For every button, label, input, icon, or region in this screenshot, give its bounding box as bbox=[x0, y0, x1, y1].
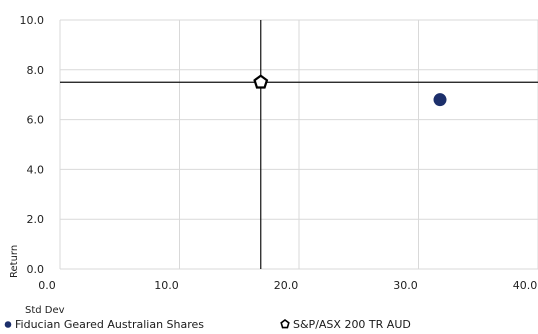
x-axis-title: Std Dev bbox=[25, 305, 65, 316]
y-tick-label-5: 10.0 bbox=[20, 14, 45, 27]
x-tick-label-4: 40.0 bbox=[513, 279, 538, 292]
x-tick-label-2: 20.0 bbox=[274, 279, 299, 292]
x-tick-label-0: 0.0 bbox=[38, 279, 56, 292]
y-tick-label-2: 4.0 bbox=[27, 163, 45, 176]
x-tick-labels: 0.0 10.0 20.0 30.0 40.0 bbox=[38, 279, 537, 292]
filled-circle-icon bbox=[4, 321, 12, 328]
y-tick-labels: 0.0 2.0 4.0 6.0 8.0 10.0 bbox=[20, 14, 45, 276]
legend-label-fund: Fiducian Geared Australian Shares bbox=[15, 318, 205, 331]
open-pentagon-icon bbox=[280, 319, 290, 329]
crosshair-lines bbox=[60, 20, 538, 269]
y-tick-label-4: 8.0 bbox=[27, 64, 45, 77]
legend: Fiducian Geared Australian Shares S&P/AS… bbox=[4, 318, 538, 334]
data-point-fund bbox=[433, 93, 447, 107]
y-tick-label-0: 0.0 bbox=[27, 263, 45, 276]
y-tick-label-3: 6.0 bbox=[27, 114, 45, 127]
legend-item-index: S&P/ASX 200 TR AUD bbox=[280, 318, 411, 331]
y-tick-label-1: 2.0 bbox=[27, 213, 45, 226]
legend-item-fund: Fiducian Geared Australian Shares bbox=[4, 318, 204, 331]
grid-lines bbox=[59, 19, 538, 270]
data-point-index bbox=[253, 74, 269, 89]
data-points bbox=[253, 74, 447, 107]
legend-label-index: S&P/ASX 200 TR AUD bbox=[293, 318, 411, 331]
x-tick-label-1: 10.0 bbox=[154, 279, 179, 292]
x-tick-label-3: 30.0 bbox=[393, 279, 418, 292]
y-axis-title: Return bbox=[9, 245, 20, 278]
